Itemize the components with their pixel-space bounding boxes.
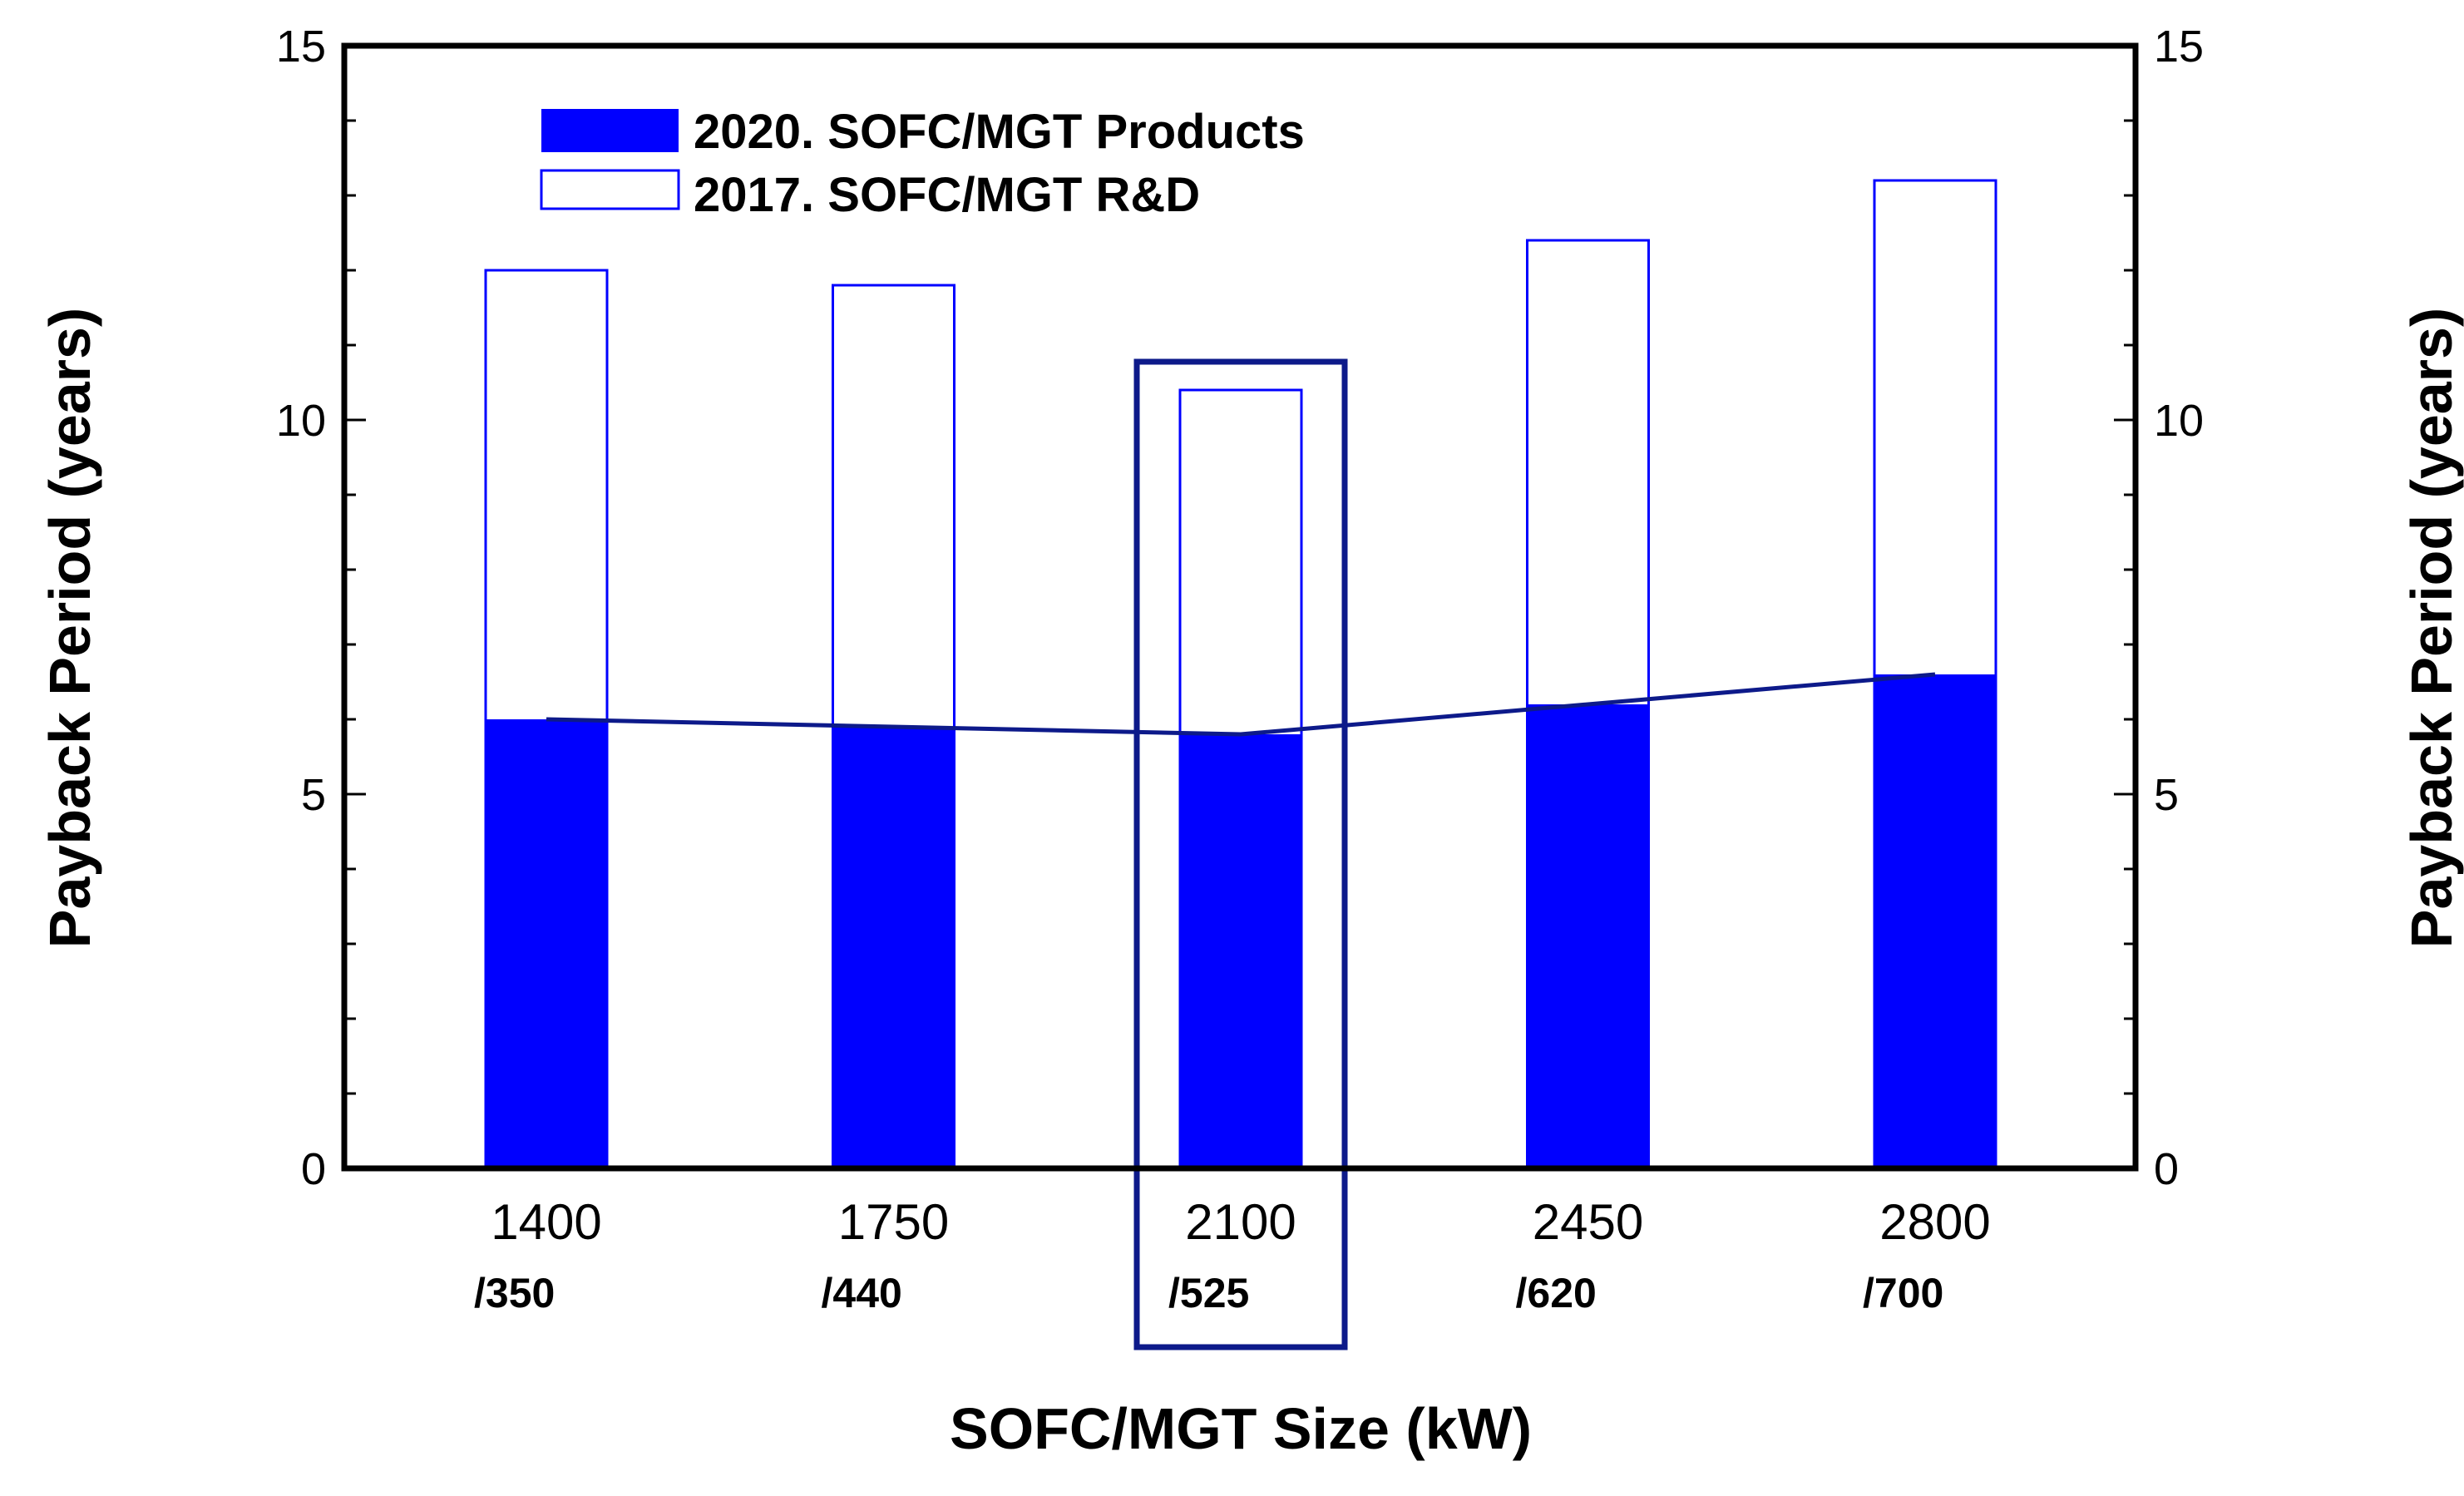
x-category-label: 2450 <box>1533 1194 1643 1250</box>
x-category-label: 2100 <box>1185 1194 1296 1250</box>
y-tick-label-right: 15 <box>2154 22 2204 72</box>
legend-swatch-products <box>541 109 679 152</box>
y-tick-label-left: 5 <box>301 770 326 820</box>
highlight-box-2100 <box>1133 358 1348 1350</box>
x-subcategory-label: /350 <box>474 1270 555 1316</box>
x-category-label: 1750 <box>838 1194 949 1250</box>
y-tick-label-left: 10 <box>276 396 326 446</box>
legend: 2020. SOFC/MGT Products 2017. SOFC/MGT R… <box>540 105 1305 222</box>
x-axis-title: SOFC/MGT Size (kW) <box>950 1396 1532 1461</box>
x-category-label: 1400 <box>491 1194 601 1250</box>
products-bars-layer <box>486 674 1996 1168</box>
trend-layer <box>546 672 1936 737</box>
category-labels-layer: 1400/350 1750/440 2100/525 2450/620 2800/700 <box>474 1194 1991 1316</box>
legend-label-products: 2020. SOFC/MGT Products <box>694 105 1305 159</box>
x-subcategory-label: /700 <box>1863 1270 1943 1316</box>
x-subcategory-label: /440 <box>822 1270 902 1316</box>
ticks-layer: 0 0 5 5 10 10 15 15 <box>276 22 2204 1194</box>
plot-frame <box>341 42 2139 1172</box>
y-tick-label-left: 0 <box>301 1144 326 1194</box>
x-subcategory-label: /525 <box>1168 1270 1249 1316</box>
legend-swatch-rd <box>540 169 680 210</box>
x-subcategory-label: /620 <box>1516 1270 1597 1316</box>
y-axis-title-left: Payback Period (years) <box>37 308 102 948</box>
bar-products-2450 <box>1527 704 1649 1168</box>
bar-products-1750 <box>832 727 955 1168</box>
bar-products-2800 <box>1874 674 1996 1168</box>
y-tick-label-right: 10 <box>2154 396 2204 446</box>
axes-layer <box>341 42 2139 1172</box>
y-tick-label-left: 15 <box>276 22 326 72</box>
y-tick-label-right: 0 <box>2154 1144 2179 1194</box>
y-tick-label-right: 5 <box>2154 770 2179 820</box>
bar-products-2100 <box>1180 734 1301 1168</box>
x-category-label: 2800 <box>1879 1194 1990 1250</box>
highlight-layer <box>1133 358 1348 1350</box>
trend-line <box>546 672 1936 737</box>
y-axis-title-right: Payback Period (years) <box>2399 308 2464 948</box>
bar-products-1400 <box>486 719 607 1168</box>
legend-label-rd: 2017. SOFC/MGT R&D <box>694 168 1200 222</box>
